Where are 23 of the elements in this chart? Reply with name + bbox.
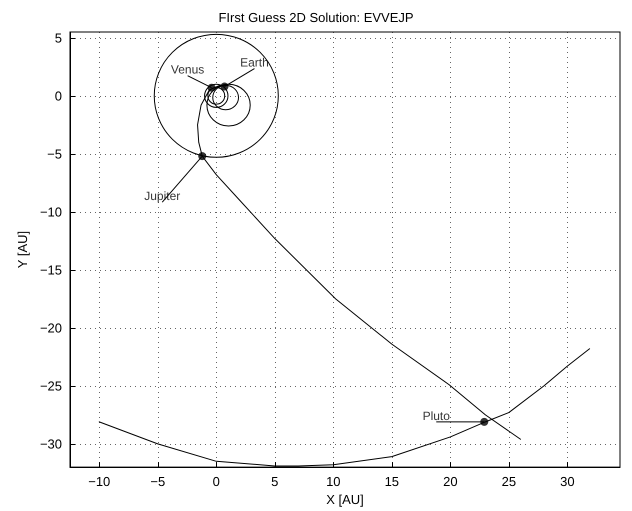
y-tick-label: −15 (40, 262, 62, 278)
x-axis-title: X [AU] (326, 492, 364, 507)
x-tick-label: 5 (271, 474, 278, 490)
x-tick-label: 20 (443, 474, 458, 490)
x-tick-label: −10 (88, 474, 110, 490)
y-tick-label: −30 (40, 436, 62, 452)
x-tick-label: 0 (212, 474, 220, 490)
x-tick-label: −5 (150, 474, 166, 490)
annotation: Pluto (422, 408, 450, 423)
y-axis-title: Y [AU] (15, 230, 30, 268)
y-tick-label: 5 (54, 30, 62, 46)
chart-title: FIrst Guess 2D Solution: EVVEJP (218, 10, 414, 25)
y-tick-label: −10 (40, 204, 62, 220)
x-tick-label: 10 (326, 474, 341, 490)
y-tick-label: −20 (40, 320, 62, 336)
x-tick-label: 30 (560, 474, 575, 490)
y-tick-label: −5 (47, 146, 62, 162)
x-tick-label: 15 (384, 474, 400, 490)
annotation: Venus (170, 62, 204, 77)
x-tick-label: 25 (502, 474, 516, 490)
annotation: Earth (240, 56, 269, 70)
y-tick-label: −25 (40, 378, 62, 394)
y-tick-label: 0 (54, 88, 62, 104)
